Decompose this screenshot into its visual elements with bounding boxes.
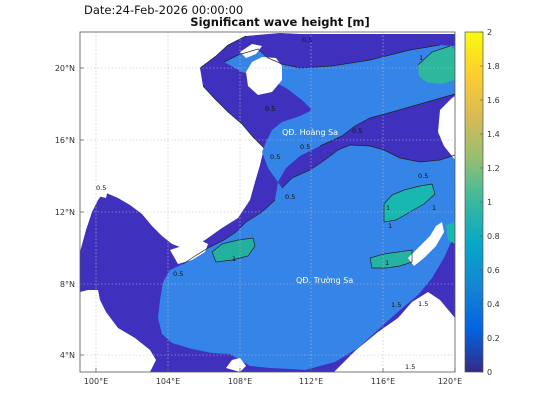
y-tick-label: 20°N <box>55 64 75 73</box>
land-island-chain <box>346 366 356 372</box>
contour-label: 0.5 <box>270 153 280 161</box>
land-borneo <box>334 292 455 372</box>
colorbar-tick-label: 1.4 <box>487 130 500 139</box>
contour-label: 0.5 <box>302 36 312 44</box>
land-mekong <box>170 238 208 264</box>
land-luzon <box>438 96 455 160</box>
y-tick-label: 12°N <box>55 208 75 217</box>
wave-patch-south <box>370 250 412 268</box>
land-west-coast <box>98 176 110 198</box>
x-tick-label: 104°E <box>156 377 180 386</box>
colorbar-tick-label: 1.8 <box>487 62 500 71</box>
colorbar: 2 1.8 1.6 1.4 1.2 1 0.8 0.6 0.4 0.2 0 <box>464 28 500 377</box>
contour-label: 1 <box>385 259 389 267</box>
axis-ticks <box>80 67 456 372</box>
x-tick-label: 108°E <box>228 377 252 386</box>
contour-label: 0.5 <box>285 193 295 201</box>
wave-band-medium <box>158 45 455 370</box>
contour-label: 1 <box>419 54 423 62</box>
land-small-island <box>226 358 246 372</box>
contour-label: 0.5 <box>418 172 428 180</box>
colorbar-tick-label: 1.2 <box>487 164 500 173</box>
x-tick-label: 116°E <box>371 377 395 386</box>
colorbar-tick-label: 1.6 <box>487 96 500 105</box>
land-peninsula-south <box>80 290 156 372</box>
contour-label: 0.5 <box>96 184 106 192</box>
y-tick-label: 16°N <box>55 136 75 145</box>
contour-label: 1.5 <box>418 300 428 308</box>
contour-label: 1 <box>386 204 390 212</box>
colorbar-tick-label: 0.8 <box>487 232 500 241</box>
y-tick-label: 4°N <box>60 351 75 360</box>
contour-label: 0.5 <box>300 143 310 151</box>
map-grid <box>80 32 455 372</box>
map-frame <box>79 31 456 373</box>
region-label-hoang-sa: QĐ. Hoàng Sa <box>282 128 338 137</box>
region-label-truong-sa: QĐ. Trường Sa <box>296 275 353 285</box>
x-tick-label: 100°E <box>84 377 108 386</box>
contour-lines <box>182 35 455 269</box>
map-area[interactable] <box>80 32 455 372</box>
x-tick-label: 120°E <box>438 377 462 386</box>
colorbar-tick-label: 1 <box>487 198 492 207</box>
wave-patch-northeast <box>418 46 455 84</box>
y-axis-labels: 20°N 16°N 12°N 8°N 4°N <box>55 64 75 360</box>
contour-label: 1.5 <box>391 301 401 309</box>
contour-label: 1.5 <box>405 363 415 371</box>
contour-label-group: 0.5 0.5 0.5 0.5 0.5 0.5 0.5 0.5 0.5 1 1 … <box>96 36 436 371</box>
land-hainan <box>246 57 282 95</box>
wave-patch-east-edge <box>446 222 455 244</box>
colorbar-tick-label: 0.2 <box>487 334 500 343</box>
contour-label: 1 <box>232 255 236 263</box>
wave-patch-central-east <box>384 184 435 222</box>
contour-label: 0.5 <box>265 105 275 113</box>
contour-label: 1 <box>432 204 436 212</box>
x-tick-label: 112°E <box>299 377 323 386</box>
colorbar-tick-label: 0.6 <box>487 266 500 275</box>
date-label: Date:24-Feb-2026 00:00:00 <box>84 3 244 17</box>
map-title: Significant wave height [m] <box>190 15 370 29</box>
contour-label: 0.5 <box>352 127 362 135</box>
contour-label: 0.5 <box>173 270 183 278</box>
contour-label: 1 <box>388 222 392 230</box>
colorbar-tick-label: 0.4 <box>487 300 500 309</box>
y-tick-label: 8°N <box>60 280 75 289</box>
colorbar-tick-label: 2 <box>487 28 492 37</box>
x-axis-labels: 100°E 104°E 108°E 112°E 116°E 120°E <box>84 377 462 386</box>
land-palawan <box>408 222 444 266</box>
colorbar-tick-label: 0 <box>487 368 492 377</box>
